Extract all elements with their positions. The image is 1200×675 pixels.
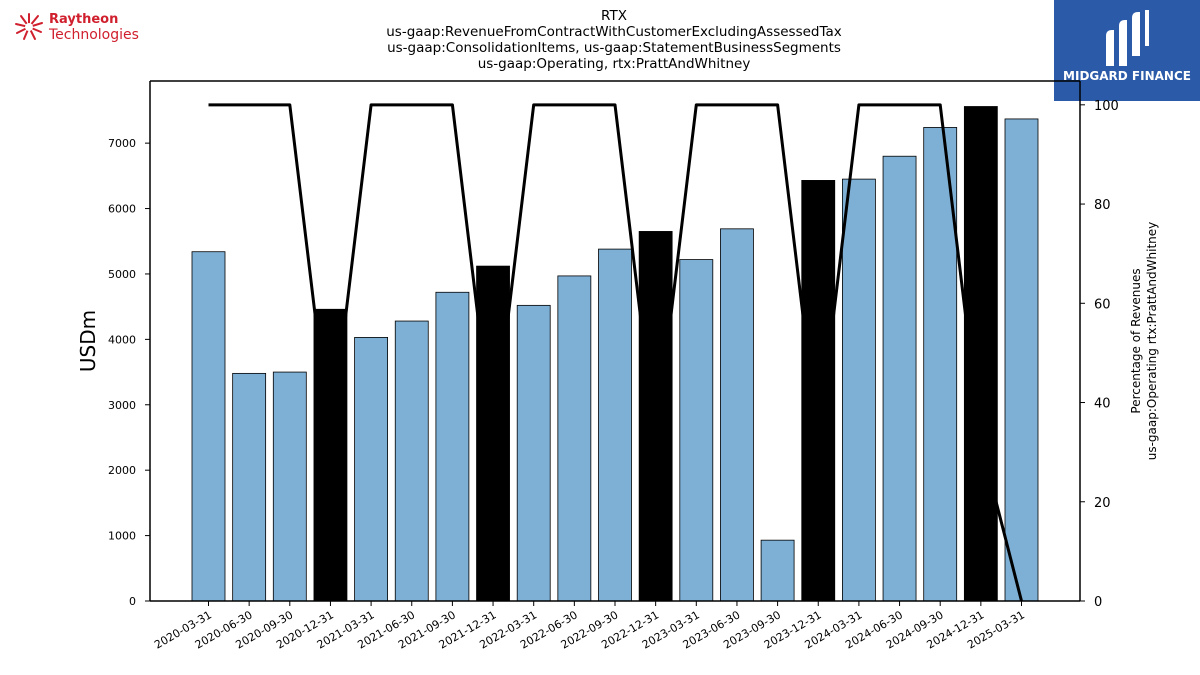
y2-tick-label: 60	[1094, 297, 1111, 312]
y-tick-label: 0	[129, 595, 136, 608]
y2-tick-label: 100	[1094, 99, 1119, 114]
chart-title-line: us-gaap:Operating, rtx:PrattAndWhitney	[478, 56, 751, 72]
bar	[720, 228, 754, 602]
bar	[354, 337, 389, 602]
percent-line-group	[208, 103, 1023, 602]
bar	[272, 371, 307, 602]
bar	[842, 178, 876, 602]
midgard-finance-text: MIDGARD FINANCE	[1063, 69, 1191, 83]
bar	[191, 251, 226, 602]
bar	[516, 304, 551, 602]
midgard-m-icon	[1106, 10, 1149, 66]
bar	[882, 155, 917, 602]
bar	[679, 259, 714, 602]
chart-title-line: RTX	[601, 8, 627, 24]
y-tick-label: 1000	[108, 530, 136, 543]
raytheon-logo-line2: Technologies	[49, 27, 139, 43]
y-tick-label: 5000	[108, 268, 136, 281]
chart-title: RTXus-gaap:RevenueFromContractWithCustom…	[386, 8, 842, 72]
percent-line	[208, 103, 1023, 602]
y2-tick-label: 80	[1094, 198, 1111, 213]
y2-axis-label: Percentage of Revenues	[1129, 268, 1143, 413]
raytheon-burst-icon	[15, 13, 43, 40]
y-tick-label: 7000	[108, 137, 136, 150]
bar	[760, 539, 795, 602]
y2-axis-label: us-gaap:Operating rtx:PrattAndWhitney	[1145, 222, 1159, 461]
bar	[598, 248, 632, 602]
bar	[801, 180, 836, 602]
bar	[557, 275, 592, 602]
bar	[394, 320, 429, 602]
y-tick-label: 2000	[108, 464, 136, 477]
bar	[232, 372, 267, 602]
y-axis-label: USDm	[76, 310, 100, 372]
raytheon-logo: Raytheon Technologies	[12, 10, 152, 46]
bars	[191, 106, 1039, 602]
midgard-finance-logo: MIDGARD FINANCE	[1054, 0, 1200, 101]
y2-tick-label: 40	[1094, 397, 1111, 412]
bar	[638, 231, 673, 602]
bar	[1004, 118, 1039, 602]
chart-title-line: us-gaap:RevenueFromContractWithCustomerE…	[386, 24, 842, 40]
y2-tick-label: 20	[1094, 496, 1111, 511]
y-tick-label: 3000	[108, 399, 136, 412]
chart-title-line: us-gaap:ConsolidationItems, us-gaap:Stat…	[387, 40, 841, 56]
raytheon-logo-line1: Raytheon	[49, 12, 119, 27]
y-tick-label: 4000	[108, 333, 136, 346]
y-tick-label: 6000	[108, 203, 136, 216]
bar	[435, 291, 470, 602]
y2-tick-label: 0	[1094, 595, 1102, 610]
